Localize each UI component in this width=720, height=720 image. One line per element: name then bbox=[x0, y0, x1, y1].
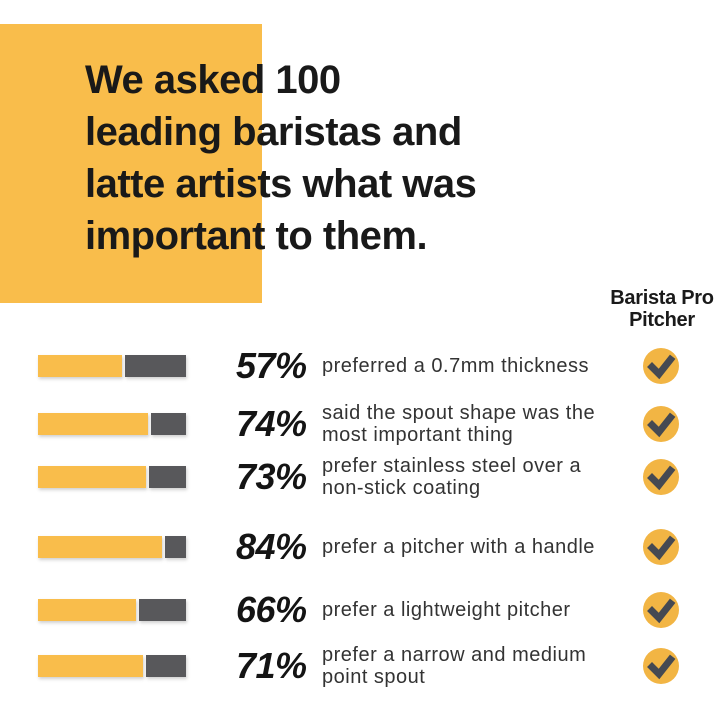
stat-description: preferred a 0.7mm thickness bbox=[322, 355, 589, 377]
stat-percentage: 71% bbox=[236, 645, 307, 686]
stat-row: 73% prefer stainless steel over a non-st… bbox=[0, 454, 720, 500]
stat-row: 84% prefer a pitcher with a handle bbox=[0, 524, 720, 570]
stat-row: 74% said the spout shape was the most im… bbox=[0, 401, 720, 447]
bar-remainder-gray bbox=[146, 655, 186, 677]
stat-percentage: 84% bbox=[236, 526, 307, 567]
check-icon bbox=[647, 535, 676, 561]
check-icon bbox=[647, 465, 676, 491]
bar-fill-yellow bbox=[38, 536, 163, 558]
bar-remainder-gray bbox=[165, 536, 186, 558]
stat-percentage: 73% bbox=[236, 456, 307, 497]
stat-percentage: 74% bbox=[236, 403, 307, 444]
bar-remainder-gray bbox=[125, 355, 186, 377]
check-icon bbox=[647, 598, 676, 624]
check-badge bbox=[643, 592, 679, 628]
stat-percentage: 66% bbox=[236, 589, 307, 630]
bar-fill-yellow bbox=[38, 355, 123, 377]
bar-remainder-gray bbox=[150, 413, 186, 435]
stat-description: prefer stainless steel over a non-stick … bbox=[322, 455, 582, 499]
bar-fill-yellow bbox=[38, 466, 147, 488]
stat-bar bbox=[38, 655, 186, 677]
bar-fill-yellow bbox=[38, 599, 136, 621]
bar-remainder-gray bbox=[138, 599, 186, 621]
stat-bar bbox=[38, 536, 186, 558]
stat-description: prefer a lightweight pitcher bbox=[322, 599, 571, 621]
stat-bar bbox=[38, 355, 186, 377]
product-column-header: Barista Pro Pitcher bbox=[610, 287, 714, 331]
check-badge bbox=[643, 648, 679, 684]
intro-heading: We asked 100 leading baristas and latte … bbox=[85, 58, 477, 258]
check-badge bbox=[643, 459, 679, 495]
check-icon bbox=[647, 354, 676, 380]
intro-highlight-block bbox=[0, 24, 262, 303]
bar-fill-yellow bbox=[38, 655, 144, 677]
stat-row: 66% prefer a lightweight pitcher bbox=[0, 587, 720, 633]
bar-remainder-gray bbox=[149, 466, 186, 488]
stat-row: 57% preferred a 0.7mm thickness bbox=[0, 343, 720, 389]
stat-percentage: 57% bbox=[236, 345, 307, 386]
stat-bar bbox=[38, 466, 186, 488]
check-icon bbox=[647, 654, 676, 680]
check-badge bbox=[643, 348, 679, 384]
stat-bar bbox=[38, 413, 186, 435]
stat-bar bbox=[38, 599, 186, 621]
stat-row: 71% prefer a narrow and medium point spo… bbox=[0, 643, 720, 689]
stat-description: prefer a pitcher with a handle bbox=[322, 536, 595, 558]
stat-description: prefer a narrow and medium point spout bbox=[322, 644, 587, 688]
check-badge bbox=[643, 406, 679, 442]
bar-fill-yellow bbox=[38, 413, 148, 435]
check-badge bbox=[643, 529, 679, 565]
stat-description: said the spout shape was the most import… bbox=[322, 402, 596, 446]
check-icon bbox=[647, 412, 676, 438]
